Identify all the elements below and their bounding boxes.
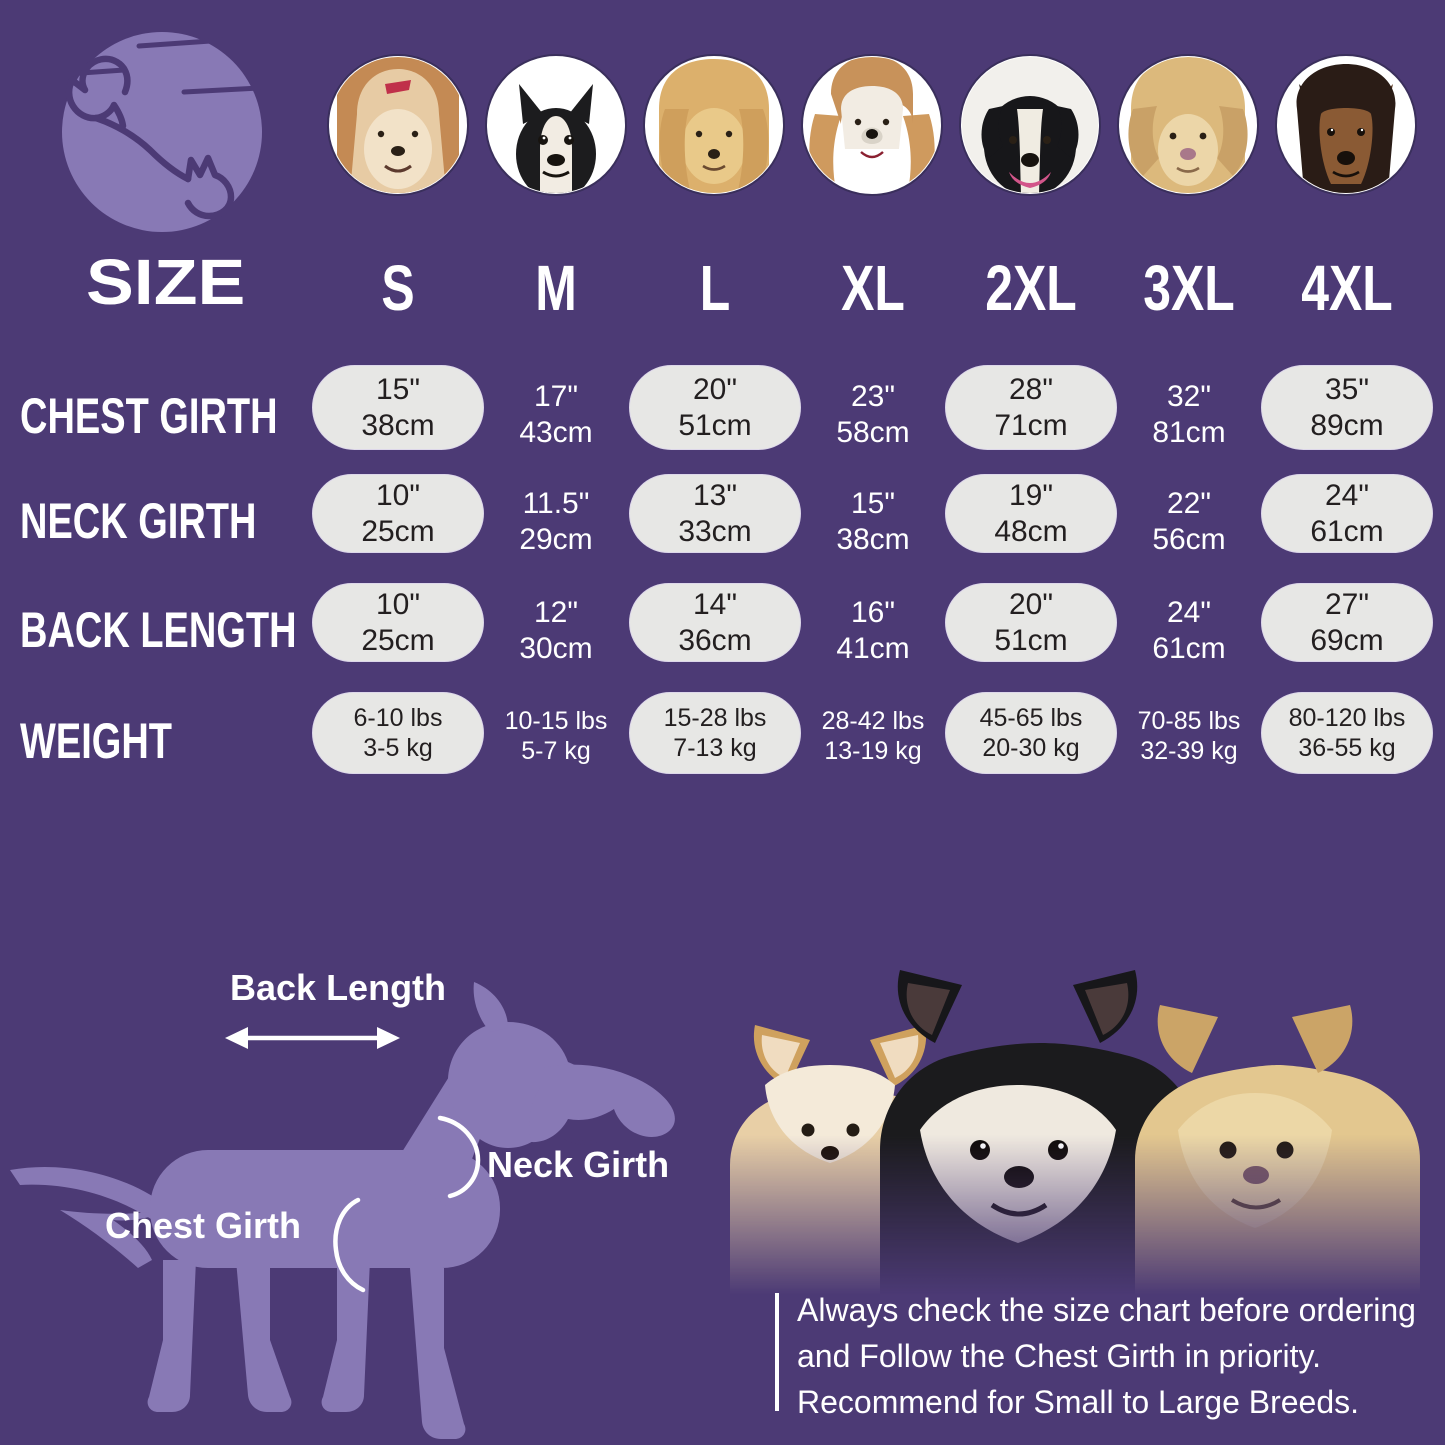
- svg-text:Back Length: Back Length: [230, 967, 446, 1008]
- svg-text:Neck Girth: Neck Girth: [487, 1144, 669, 1185]
- svg-text:Chest Girth: Chest Girth: [105, 1205, 301, 1246]
